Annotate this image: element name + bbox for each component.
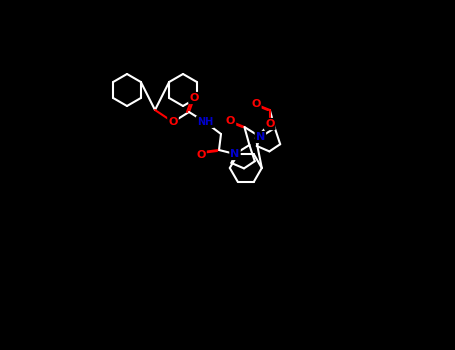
Text: O: O xyxy=(189,93,199,103)
Text: O: O xyxy=(251,99,260,109)
Text: N: N xyxy=(230,149,240,159)
Text: NH: NH xyxy=(197,117,213,127)
Text: O: O xyxy=(168,117,178,127)
Text: O: O xyxy=(196,150,206,160)
Text: O: O xyxy=(226,116,235,126)
Text: O: O xyxy=(265,119,274,129)
Text: N: N xyxy=(256,132,265,142)
